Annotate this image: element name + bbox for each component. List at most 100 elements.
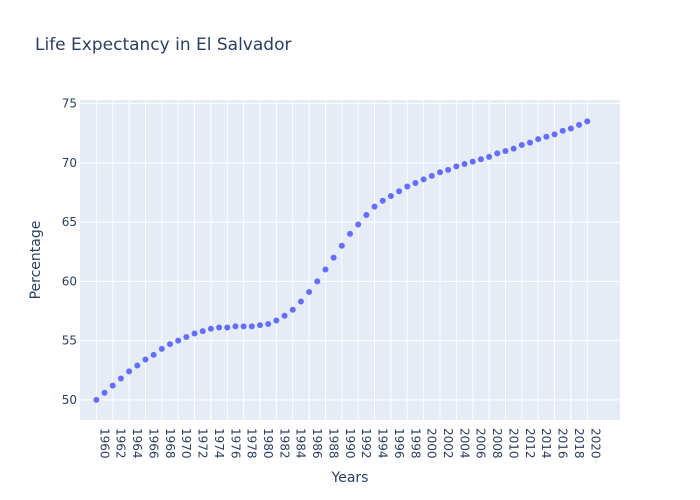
data-point[interactable] (101, 389, 108, 396)
grid-lines (80, 100, 620, 420)
data-point[interactable] (355, 221, 362, 228)
x-tick-label: 1960 (97, 428, 111, 459)
data-point[interactable] (109, 382, 116, 389)
y-tick-label: 70 (62, 156, 77, 170)
x-tick-label: 2012 (523, 428, 537, 459)
x-tick-label: 2010 (506, 428, 520, 459)
y-axis-ticks: 50 55 60 65 70 75 (62, 97, 77, 407)
data-point[interactable] (396, 188, 403, 195)
x-tick-label: 1992 (359, 428, 373, 459)
x-tick-label: 1994 (376, 428, 390, 459)
data-point[interactable] (297, 298, 304, 305)
data-point[interactable] (281, 312, 288, 319)
data-point[interactable] (322, 266, 329, 273)
data-point[interactable] (387, 193, 394, 199)
data-point[interactable] (428, 172, 435, 179)
data-point[interactable] (371, 203, 378, 210)
data-point[interactable] (306, 289, 313, 295)
data-point[interactable] (461, 161, 468, 167)
y-tick-label: 65 (62, 215, 77, 229)
data-point[interactable] (158, 345, 165, 352)
data-point[interactable] (257, 322, 263, 329)
x-tick-label: 2002 (441, 428, 455, 459)
data-point[interactable] (543, 133, 550, 140)
data-point[interactable] (240, 323, 247, 330)
y-tick-label: 60 (62, 274, 77, 288)
x-tick-label: 1996 (392, 428, 406, 459)
data-points (93, 118, 591, 403)
data-point[interactable] (437, 169, 443, 176)
data-point[interactable] (167, 341, 173, 348)
data-point[interactable] (199, 328, 206, 335)
data-point[interactable] (216, 324, 223, 331)
data-point[interactable] (535, 136, 542, 143)
data-point[interactable] (551, 131, 558, 138)
data-point[interactable] (314, 278, 321, 285)
data-point[interactable] (183, 334, 190, 341)
data-point[interactable] (584, 118, 591, 125)
chart-title: Life Expectancy in El Salvador (35, 35, 291, 55)
data-point[interactable] (191, 330, 198, 337)
x-tick-label: 2008 (490, 428, 504, 459)
x-tick-label: 1964 (130, 428, 144, 459)
x-tick-label: 1978 (245, 428, 259, 459)
x-tick-label: 1962 (114, 428, 128, 459)
data-point[interactable] (453, 163, 460, 170)
y-tick-label: 55 (62, 334, 77, 348)
x-tick-label: 2006 (474, 428, 488, 459)
data-point[interactable] (150, 351, 157, 358)
x-tick-label: 1984 (294, 428, 308, 459)
data-point[interactable] (207, 325, 214, 332)
data-point[interactable] (420, 176, 427, 183)
x-tick-label: 1986 (310, 428, 324, 459)
data-point[interactable] (134, 362, 141, 369)
data-point[interactable] (142, 356, 149, 363)
data-point[interactable] (379, 197, 386, 204)
data-point[interactable] (126, 368, 133, 375)
x-tick-label: 2014 (539, 428, 553, 459)
data-point[interactable] (477, 156, 484, 163)
data-point[interactable] (338, 242, 345, 249)
x-axis-ticks: 1960 1962 1964 1966 1968 1970 1972 1974 1976 1978… (97, 428, 602, 459)
data-point[interactable] (494, 150, 501, 157)
data-point[interactable] (224, 324, 231, 331)
x-tick-label: 1982 (277, 428, 291, 459)
x-tick-label: 1970 (179, 428, 193, 459)
x-tick-label: 1968 (163, 428, 177, 459)
y-axis-title: Percentage (28, 221, 44, 300)
data-point[interactable] (412, 179, 419, 186)
x-tick-label: 2000 (425, 428, 439, 459)
x-tick-label: 1998 (408, 428, 422, 459)
x-tick-label: 1988 (326, 428, 340, 459)
data-point[interactable] (518, 142, 525, 149)
data-point[interactable] (175, 337, 182, 344)
data-point[interactable] (117, 375, 124, 382)
data-point[interactable] (265, 321, 272, 327)
data-point[interactable] (576, 121, 583, 128)
data-point[interactable] (347, 230, 353, 237)
data-point[interactable] (510, 145, 517, 152)
data-point[interactable] (330, 254, 337, 261)
data-point[interactable] (486, 153, 493, 160)
plot-area (80, 100, 620, 420)
x-tick-label: 1990 (343, 428, 357, 459)
data-point[interactable] (289, 306, 296, 313)
data-point[interactable] (232, 323, 239, 330)
data-point[interactable] (445, 166, 452, 173)
data-point[interactable] (567, 125, 574, 132)
data-point[interactable] (404, 183, 411, 190)
data-point[interactable] (502, 147, 509, 154)
x-tick-label: 2016 (556, 428, 570, 459)
data-point[interactable] (93, 396, 100, 403)
data-point[interactable] (273, 317, 280, 324)
x-tick-label: 1976 (228, 428, 242, 459)
x-tick-label: 2018 (572, 428, 586, 459)
data-point[interactable] (469, 158, 476, 165)
data-point[interactable] (527, 139, 533, 146)
x-tick-label: 2020 (588, 428, 602, 459)
data-point[interactable] (363, 211, 370, 218)
y-tick-label: 75 (62, 97, 77, 111)
data-point[interactable] (559, 127, 566, 134)
data-point[interactable] (248, 323, 255, 330)
